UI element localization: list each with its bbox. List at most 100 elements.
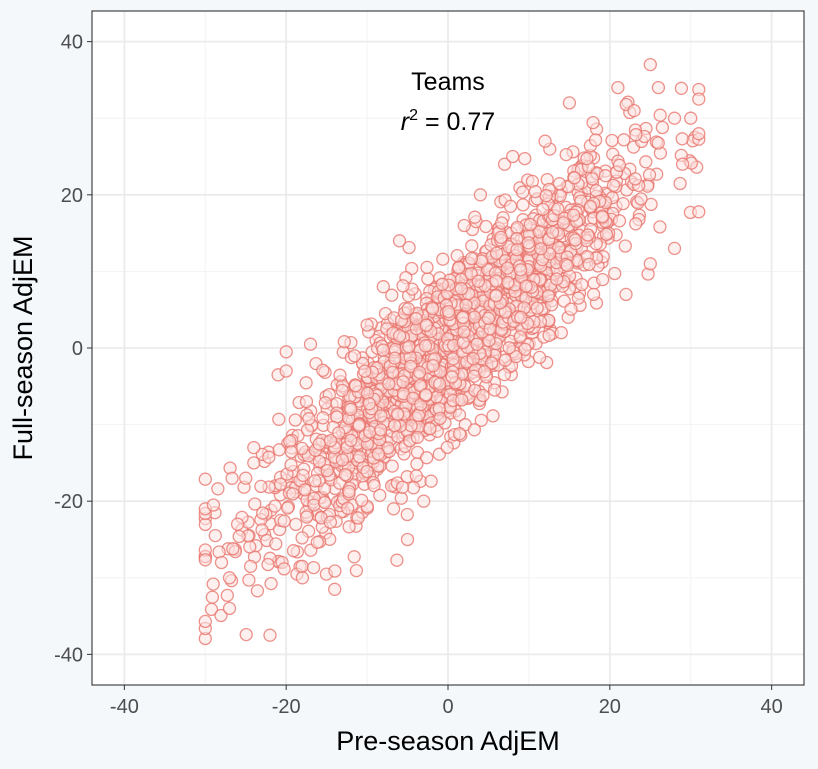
data-point [250,584,265,598]
data-point [484,356,499,370]
data-point [433,377,447,391]
data-point [538,134,552,148]
x-tick-label: 20 [599,696,621,718]
r-value: = 0.77 [418,108,495,136]
data-point [277,514,291,528]
data-point [651,136,665,150]
data-point [344,402,358,416]
data-point [279,364,293,378]
data-point [476,388,490,403]
data-point [299,376,313,390]
data-point [310,535,324,549]
data-point [559,147,573,162]
data-point [477,365,492,379]
data-point [532,350,547,365]
data-point [692,127,706,141]
data-point [536,202,550,217]
data-point [585,172,599,186]
data-point [616,196,630,211]
data-point [619,287,633,302]
data-point [446,352,460,366]
data-point [263,628,277,642]
data-point [410,430,425,445]
annotation-label: Teams [411,68,485,96]
data-point [344,433,358,447]
data-point [608,266,622,281]
data-point [433,411,447,426]
data-point [545,225,560,239]
data-point [232,529,246,544]
data-point [205,590,220,604]
data-point [467,423,482,437]
data-point [627,103,641,118]
data-point [204,602,219,617]
data-point [599,227,614,241]
data-point [523,217,537,232]
data-point [510,220,524,235]
data-point [618,239,632,253]
data-point [612,158,627,172]
data-point [347,550,361,564]
data-point [629,128,643,142]
data-point [550,272,564,286]
data-point [510,232,524,246]
data-point [360,464,374,479]
data-point [436,252,450,266]
data-point [426,359,440,373]
data-point [300,423,315,437]
data-point [639,155,653,169]
data-point [581,228,595,242]
data-point [214,555,229,570]
data-point [471,274,485,288]
data-point [457,325,471,339]
y-axis-title: Full-season AdjEM [8,235,38,460]
data-point [289,517,303,532]
data-point [586,287,601,302]
data-point [300,510,314,524]
data-point [562,96,577,110]
data-point [307,498,321,512]
data-point [248,497,262,511]
data-point [556,216,571,230]
data-point [225,471,239,485]
data-point [510,243,524,257]
data-point [541,289,556,303]
data-point [316,411,330,425]
data-point [198,472,212,486]
data-point [692,92,706,106]
data-point [583,199,598,214]
data-point [468,210,482,224]
data-point [674,81,689,95]
data-point [495,216,509,230]
data-point [371,447,386,461]
data-point [459,298,473,312]
data-point [440,440,454,455]
data-point [318,495,332,510]
data-point [642,168,657,182]
data-point [295,571,310,585]
data-point [296,468,310,483]
data-point [419,388,433,402]
data-point [208,528,222,543]
data-point [284,445,299,459]
data-point [374,423,388,437]
data-point [335,383,349,398]
data-point [239,471,253,485]
data-point [457,218,471,233]
data-point [279,345,293,359]
y-tick-label: -20 [54,491,83,513]
data-point [256,506,270,520]
data-point [486,409,500,423]
data-point [269,537,283,551]
data-point [214,608,228,623]
data-point [394,491,408,505]
data-point [298,483,312,497]
r-exponent: 2 [409,107,418,124]
data-point [254,479,268,494]
data-point [582,257,596,272]
data-point [465,239,479,253]
data-point [595,272,610,287]
data-point [239,627,253,642]
r-symbol: r [401,108,411,136]
data-point [243,540,257,554]
